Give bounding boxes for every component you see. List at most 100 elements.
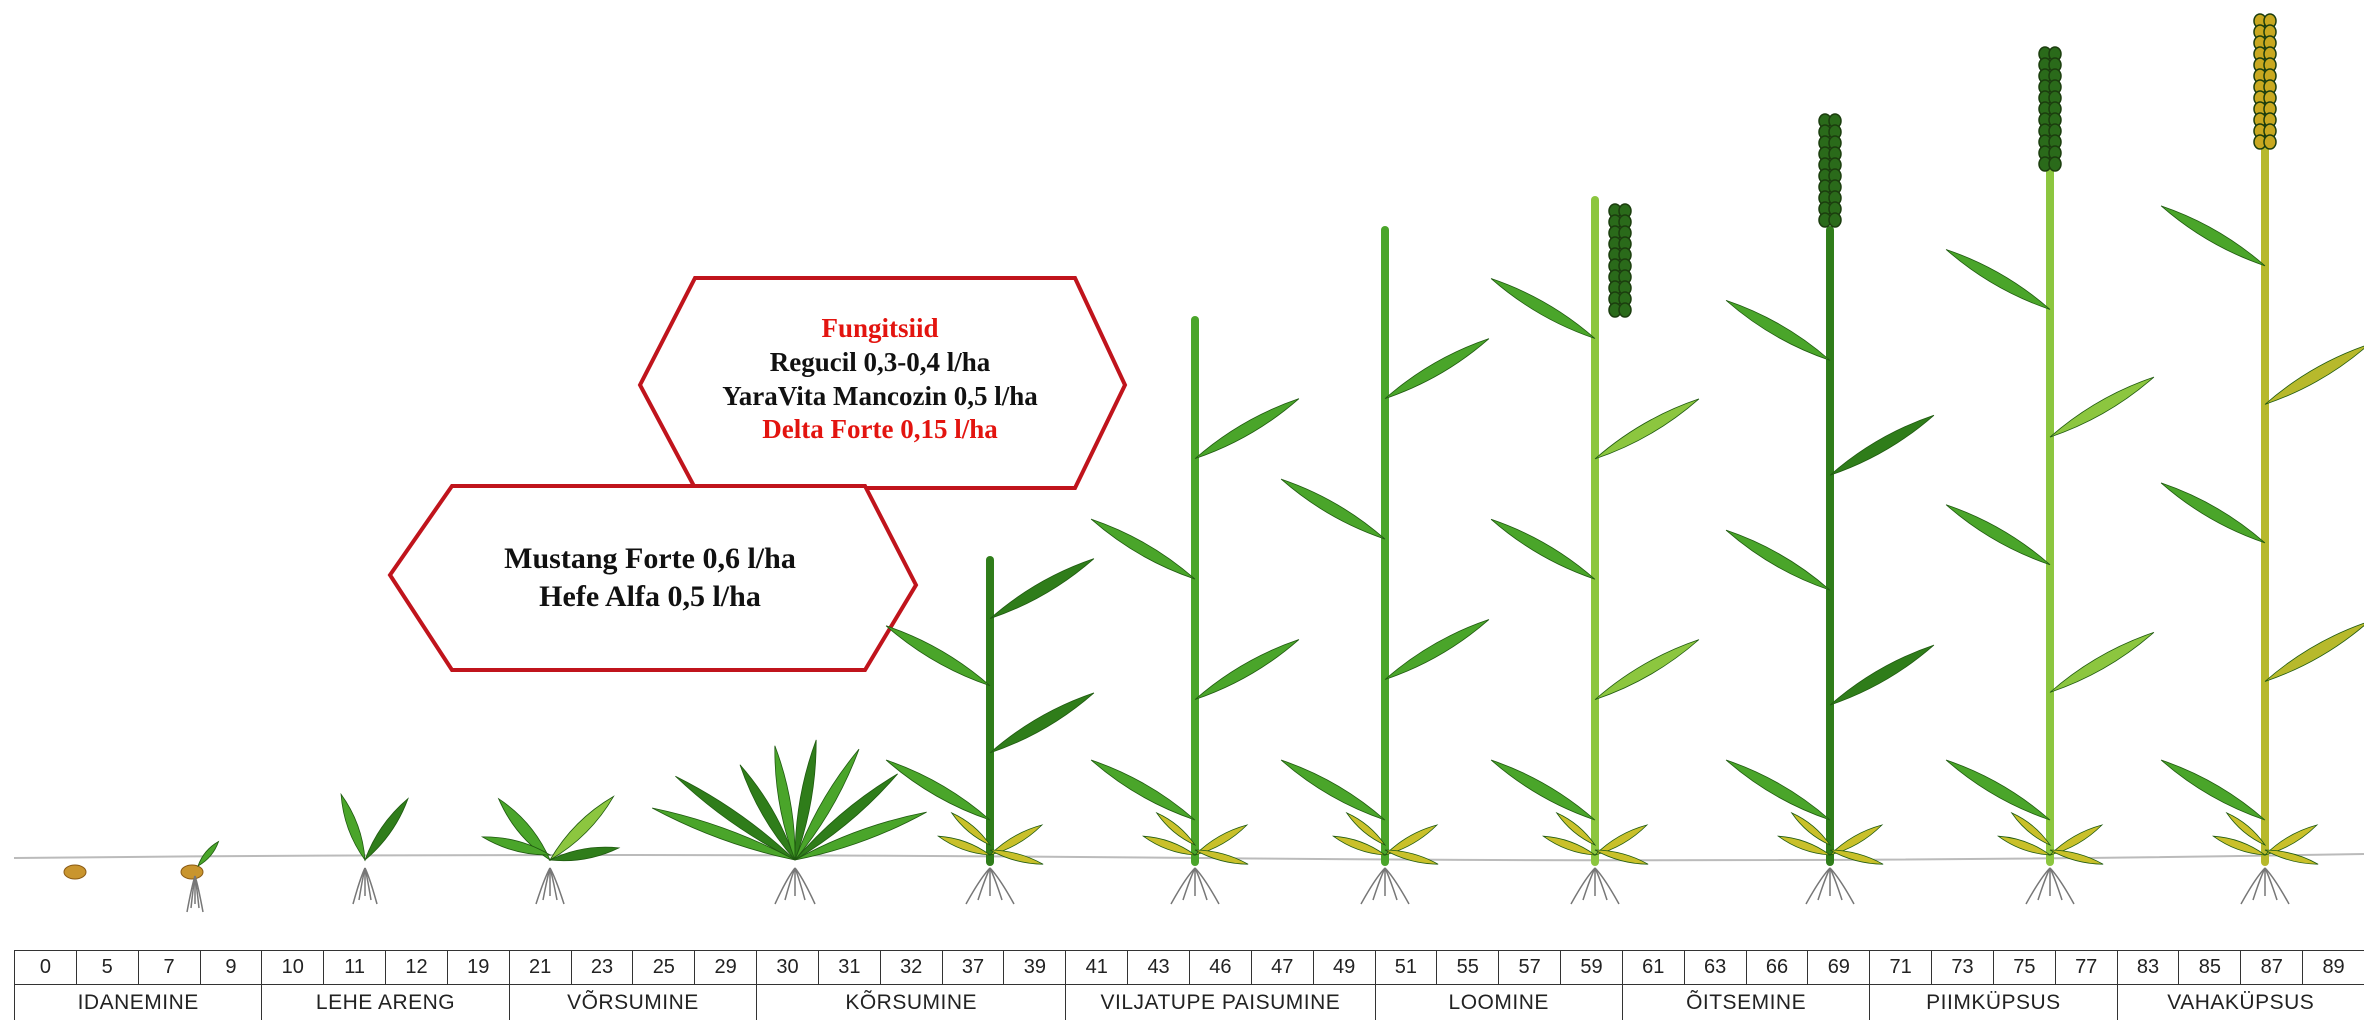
leaf <box>1384 849 1439 865</box>
bbch-code: 83 <box>2116 950 2179 984</box>
root <box>794 867 816 905</box>
leaf <box>1194 849 1249 865</box>
leaf <box>1996 835 2052 856</box>
leaf <box>1594 639 1700 701</box>
leaf <box>1383 824 1439 856</box>
bbch-code: 47 <box>1250 950 1313 984</box>
leaf <box>675 775 796 861</box>
scale-mid-line <box>14 984 2364 985</box>
root <box>1817 867 1831 901</box>
bbch-code: 57 <box>1498 950 1560 984</box>
seed <box>63 864 87 880</box>
bbch-code: 10 <box>261 950 323 984</box>
growth-stage-label: KÕRSUMINE <box>756 984 1065 1020</box>
leaf <box>2160 759 2266 821</box>
growth-stage-label: IDANEMINE <box>14 984 261 1020</box>
leaf <box>2049 849 2104 865</box>
grain <box>1618 302 1632 318</box>
root <box>2037 867 2051 901</box>
leaf <box>197 840 220 867</box>
bbch-code: 55 <box>1436 950 1498 984</box>
leaf <box>794 773 898 861</box>
grain <box>2263 134 2277 150</box>
leaf <box>1725 759 1831 821</box>
fungicide-callout: Fungitsiid Regucil 0,3-0,4 l/ha YaraVita… <box>640 312 1120 447</box>
root <box>1194 867 1208 901</box>
bbch-code: 41 <box>1065 950 1127 984</box>
root <box>1582 867 1596 901</box>
leaf <box>1345 811 1387 846</box>
leaf <box>1090 759 1196 821</box>
fungicide-product-2: YaraVita Mancozin 0,5 l/ha <box>722 380 1038 411</box>
bbch-code: 89 <box>2302 950 2364 984</box>
leaf <box>2010 811 2052 846</box>
leaf <box>1090 518 1196 580</box>
herbicide-product-1: Mustang Forte 0,6 l/ha <box>504 542 796 575</box>
leaf <box>2160 205 2266 267</box>
root <box>1372 867 1386 901</box>
fungicide-callout-frame <box>637 276 1128 490</box>
leaf <box>1945 504 2051 566</box>
root <box>1829 867 1855 905</box>
growth-stage-label: VILJATUPE PAISUMINE <box>1065 984 1374 1020</box>
root <box>1594 867 1620 905</box>
leaf <box>2049 631 2155 693</box>
leaf <box>1594 849 1649 865</box>
leaf <box>1829 849 1884 865</box>
bbch-code: 46 <box>1189 950 1251 984</box>
leaf <box>988 824 1044 856</box>
root <box>2264 867 2278 901</box>
bbch-code: 11 <box>323 950 385 984</box>
leaf <box>885 759 991 821</box>
bbch-code: 43 <box>1127 950 1189 984</box>
leaf <box>2049 376 2155 438</box>
leaf <box>1490 518 1596 580</box>
bbch-code: 5 <box>75 950 138 984</box>
bbch-code: 12 <box>385 950 447 984</box>
root <box>989 867 1015 905</box>
root <box>1594 867 1608 901</box>
bbch-code: 71 <box>1869 950 1931 984</box>
leaf <box>480 836 552 856</box>
leaf <box>989 692 1095 754</box>
leaf <box>989 849 1044 865</box>
bbch-code: 30 <box>756 950 818 984</box>
bbch-scale: 0 5 7 9 10 11 12 19 21 23 25 29 30 31 32 37 39 41 43 46 47 49… <box>14 950 2364 1020</box>
leaf <box>1490 759 1596 821</box>
leaf <box>1725 529 1831 591</box>
growth-stage-label: VÕRSUMINE <box>508 984 756 1020</box>
leaf <box>1331 835 1387 856</box>
growth-stage-label: ÕITSEMINE <box>1621 984 1869 1020</box>
leaf <box>1490 278 1596 339</box>
leaf <box>1829 414 1935 476</box>
root <box>364 867 372 901</box>
bbch-code: 75 <box>1992 950 2055 984</box>
bbch-code: 59 <box>1560 950 1622 984</box>
leaf <box>950 811 992 846</box>
leaf <box>1945 249 2051 310</box>
bbch-code: 69 <box>1807 950 1869 984</box>
leaf <box>1828 824 1884 856</box>
leaf <box>885 625 991 687</box>
bbch-code: 49 <box>1312 950 1375 984</box>
herbicide-product-2: Hefe Alfa 0,5 l/ha <box>539 579 761 613</box>
bbch-code: 29 <box>694 950 756 984</box>
bbch-code: 77 <box>2054 950 2117 984</box>
leaf <box>1384 619 1490 680</box>
fungicide-product-3: Delta Forte 0,15 l/ha <box>762 414 998 445</box>
leaf <box>651 807 796 861</box>
grain <box>1828 212 1842 228</box>
leaf <box>1829 644 1935 706</box>
leaf <box>2263 824 2319 856</box>
growth-stage-label: LEHE ARENG <box>261 984 508 1020</box>
leaf <box>1384 338 1490 400</box>
growth-stage-label: LOOMINE <box>1374 984 1622 1020</box>
leaf <box>1193 824 1249 856</box>
bbch-code: 66 <box>1745 950 1808 984</box>
root <box>2252 867 2266 901</box>
fungicide-product-1: Regucil 0,3-0,4 l/ha <box>769 346 991 377</box>
leaf <box>1790 811 1832 846</box>
root <box>1384 867 1410 905</box>
root <box>1194 867 1220 905</box>
leaf <box>2048 824 2104 856</box>
